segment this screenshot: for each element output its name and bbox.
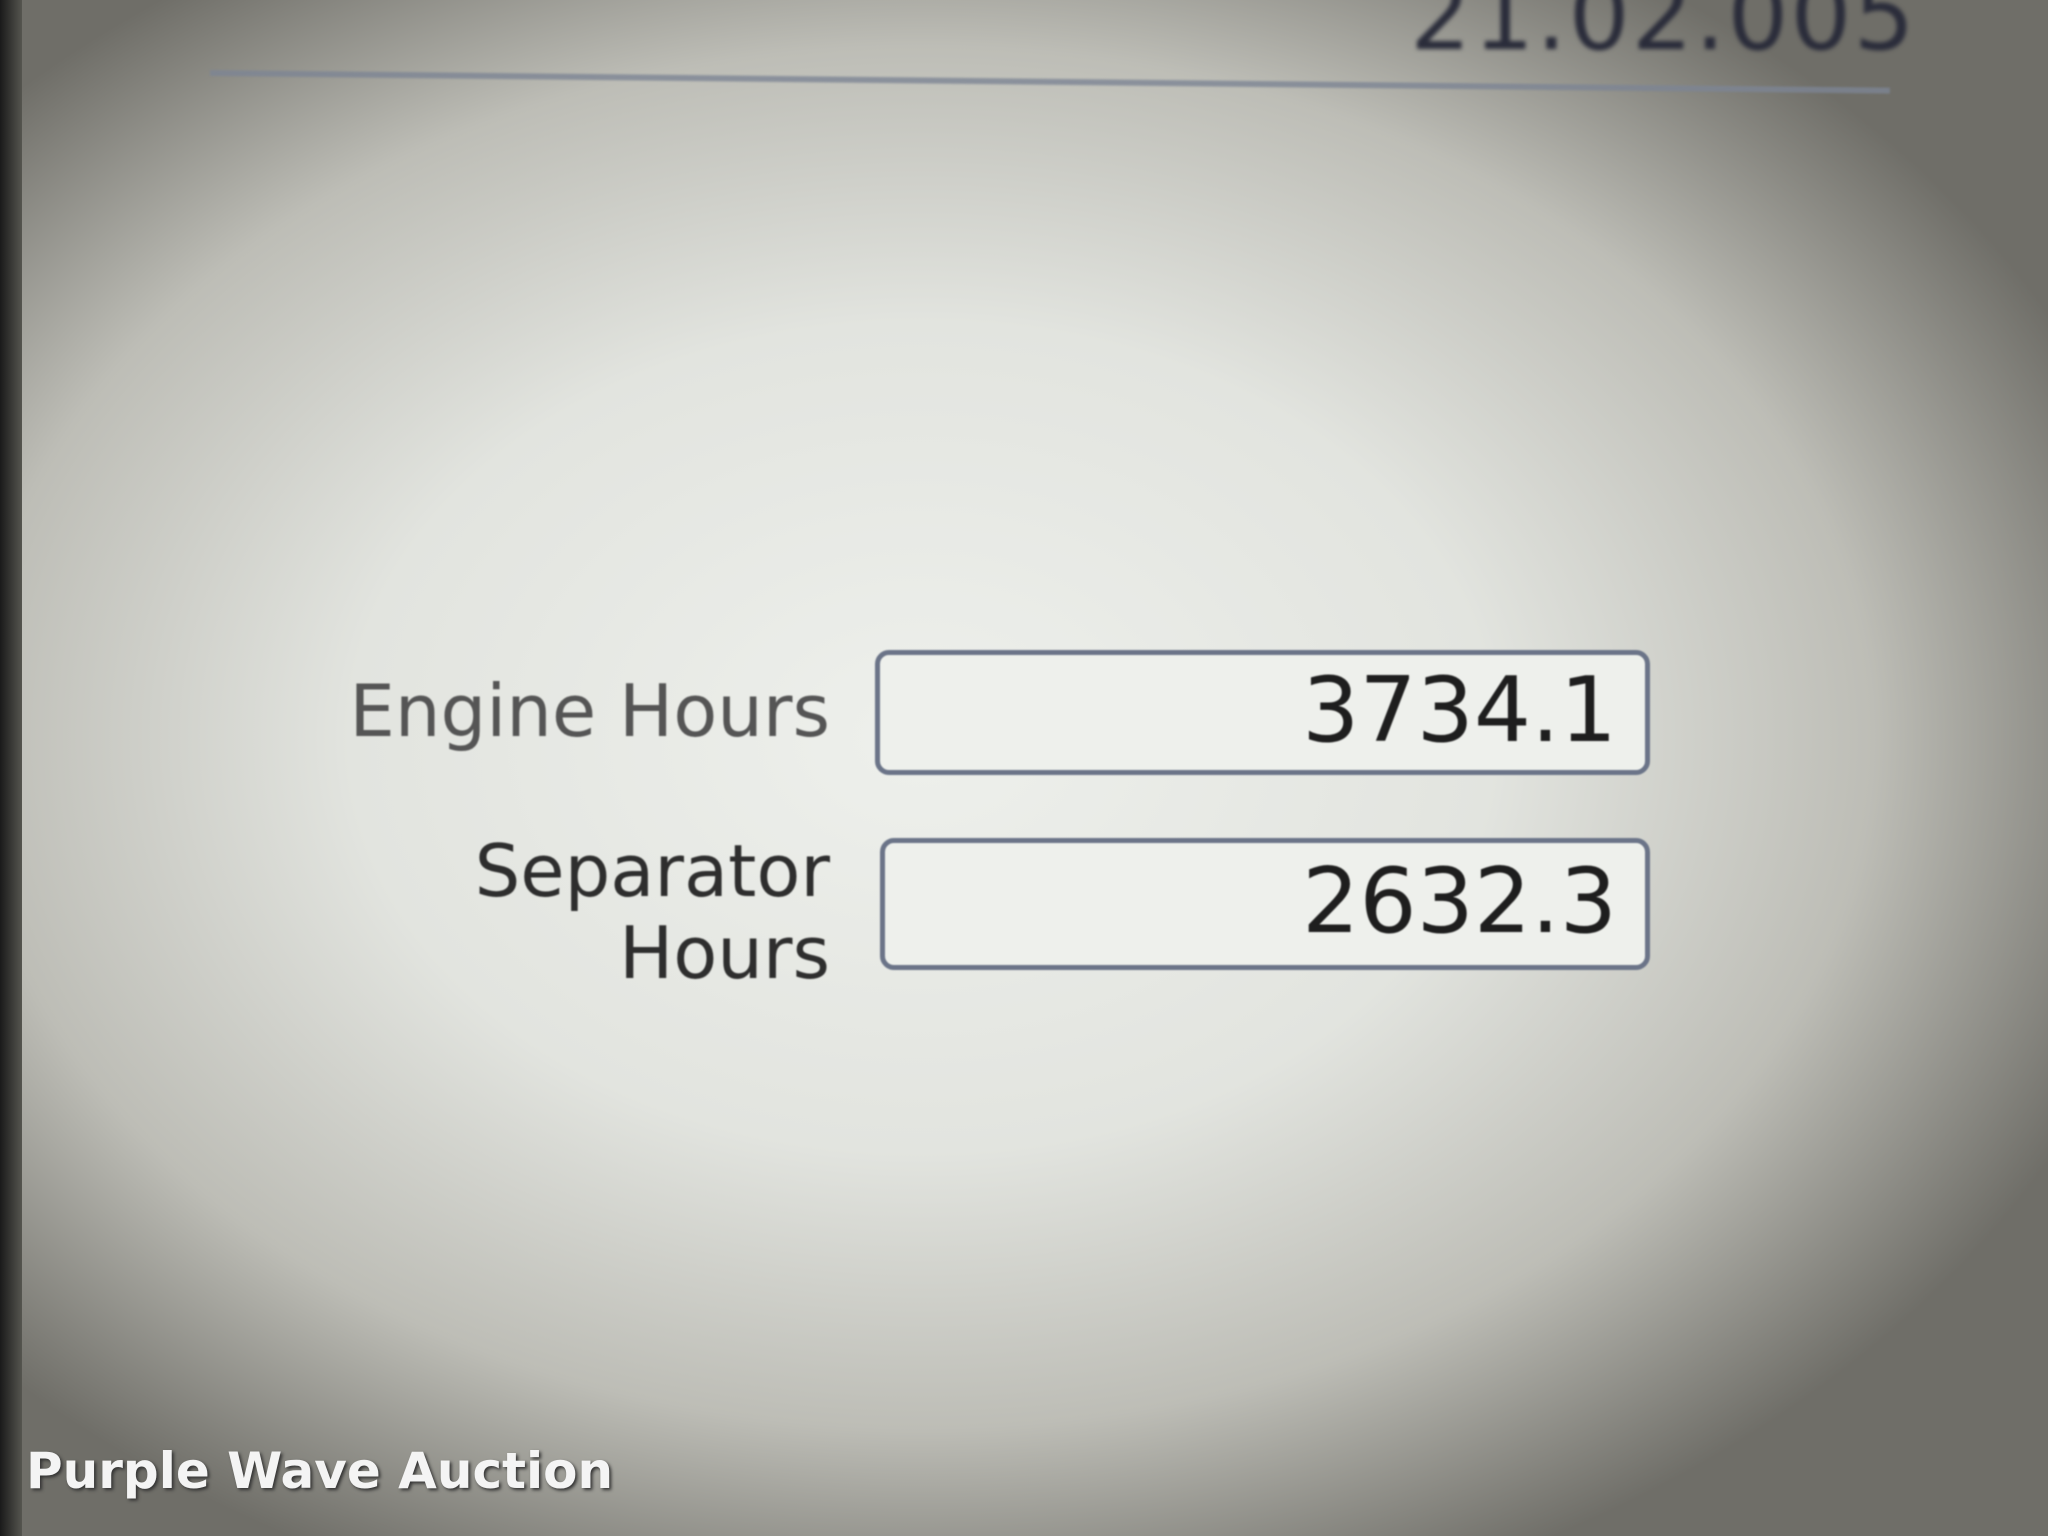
separator-hours-label-line2: Hours	[619, 911, 830, 995]
watermark: Purple Wave Auction	[26, 1442, 614, 1500]
separator-hours-field[interactable]: 2632.3	[880, 838, 1650, 970]
header-divider	[209, 70, 1890, 94]
engine-hours-label: Engine Hours	[349, 669, 830, 753]
separator-hours-label-line1: Separator	[474, 829, 830, 913]
header-value: 21.02.005	[1410, 0, 1917, 72]
separator-hours-label: Separator Hours	[300, 830, 830, 994]
screen-bezel	[0, 0, 22, 1536]
engine-hours-field[interactable]: 3734.1	[875, 650, 1650, 775]
